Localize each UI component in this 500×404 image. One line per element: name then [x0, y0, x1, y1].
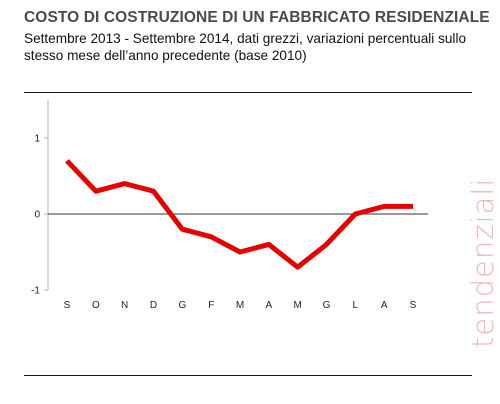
watermark-label: tendenziali	[466, 177, 500, 348]
x-tick-label: G	[323, 300, 331, 311]
x-tick-label: M	[293, 300, 301, 311]
x-tick-label: D	[150, 300, 157, 311]
y-tick-label: -1	[31, 286, 40, 297]
x-tick-label: M	[236, 300, 244, 311]
x-tick-label: O	[92, 300, 100, 311]
x-tick-label: F	[208, 300, 214, 311]
chart-title: COSTO DI COSTRUZIONE DI UN FABBRICATO RE…	[24, 9, 490, 26]
x-tick-label: A	[265, 300, 272, 311]
chart-subtitle: Settembre 2013 - Settembre 2014, dati gr…	[24, 31, 467, 63]
bottom-divider	[24, 375, 472, 376]
y-tick-label: 1	[34, 134, 40, 145]
series-line	[65, 159, 413, 270]
axes	[44, 100, 428, 291]
y-tick-labels: -1 0 1	[31, 134, 40, 297]
x-tick-label: N	[121, 300, 128, 311]
x-tick-label: S	[64, 300, 71, 311]
x-tick-label: S	[410, 300, 417, 311]
series	[65, 159, 413, 270]
x-tick-label: A	[381, 300, 388, 311]
x-tick-label: L	[353, 300, 359, 311]
y-tick-label: 0	[34, 210, 40, 221]
x-tick-label: G	[178, 300, 186, 311]
top-divider	[24, 92, 472, 93]
